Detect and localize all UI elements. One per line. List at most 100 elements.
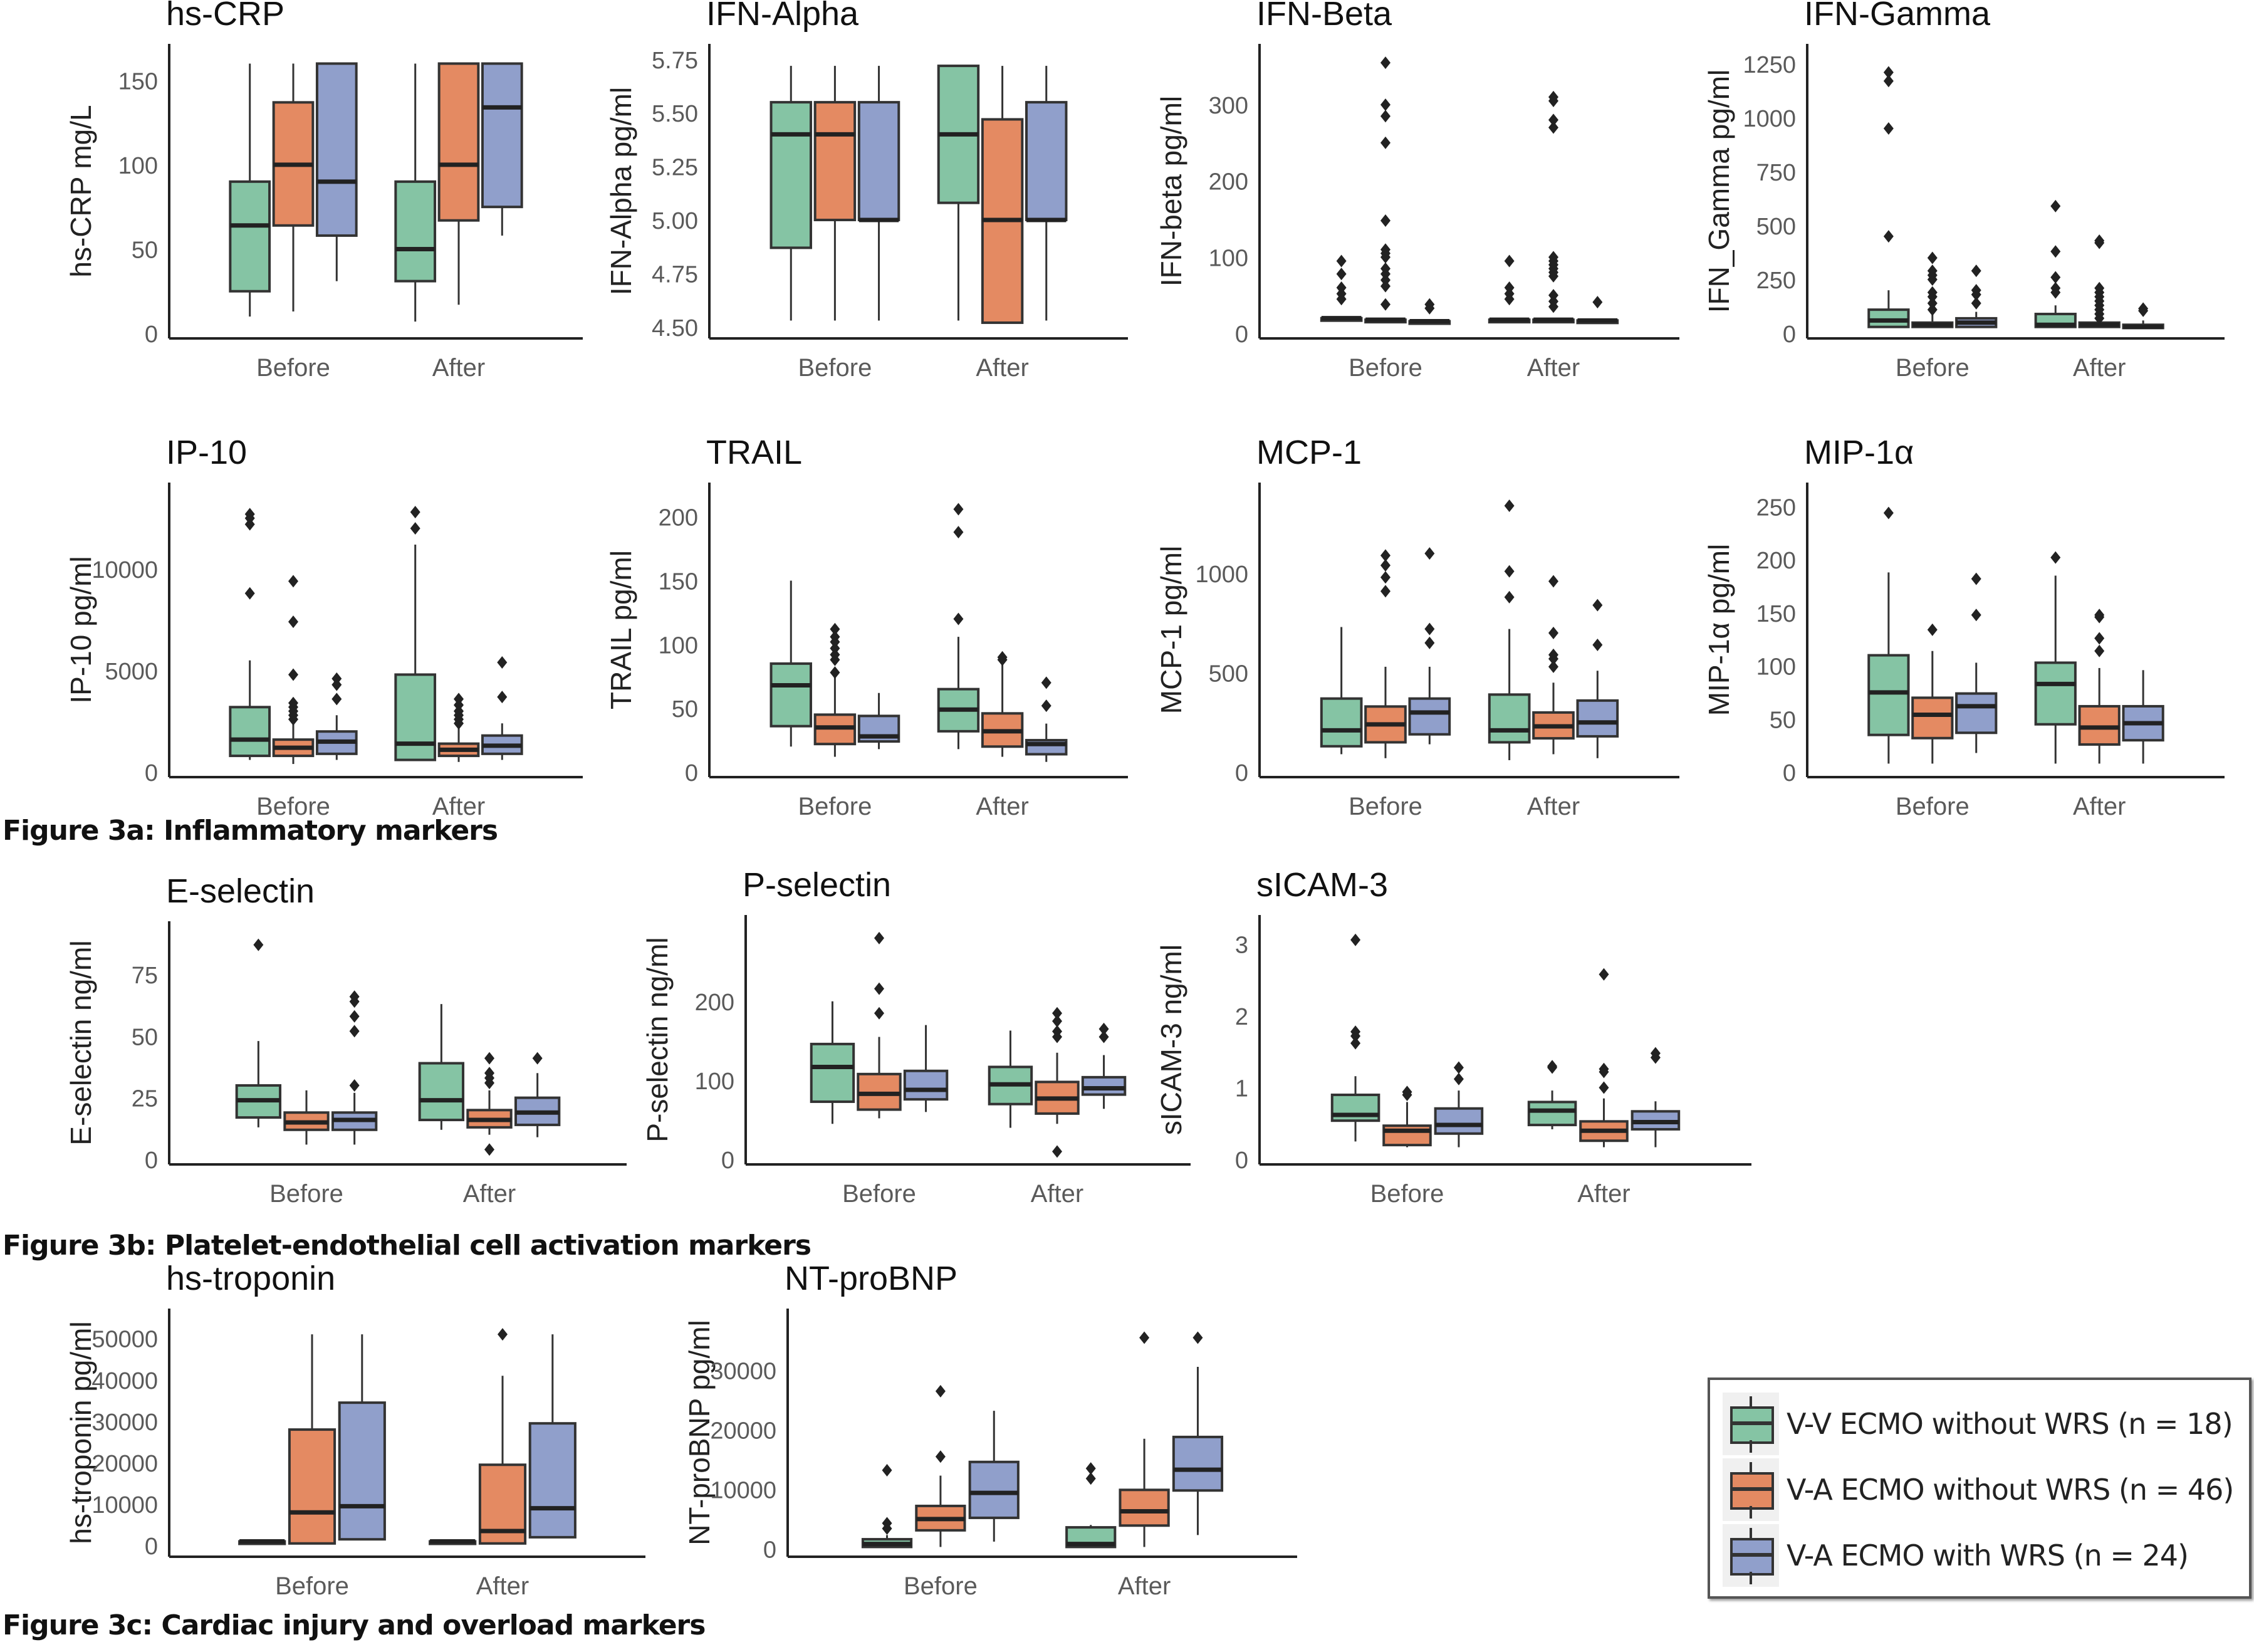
y-tick-label: 300 bbox=[1209, 93, 1248, 119]
outlier-point bbox=[874, 931, 884, 944]
iqr-box bbox=[437, 62, 480, 222]
box-va-no-wrs-after bbox=[1532, 575, 1575, 755]
box-va-no-wrs-after bbox=[981, 66, 1024, 324]
x-tick-label: Before bbox=[798, 793, 872, 820]
outlier-point bbox=[1971, 284, 1981, 297]
outlier-point bbox=[1085, 1472, 1096, 1485]
legend-label: V-V ECMO without WRS (n = 18) bbox=[1787, 1407, 2233, 1441]
outlier-point bbox=[1548, 660, 1558, 673]
y-tick-label: 0 bbox=[763, 1537, 776, 1563]
outlier-point bbox=[1548, 113, 1558, 127]
y-tick-label: 0 bbox=[145, 1534, 158, 1560]
outlier-point bbox=[2050, 271, 2061, 284]
y-tick-label: 1 bbox=[1235, 1076, 1248, 1102]
legend-swatch-va-no-wrs bbox=[1723, 1458, 1779, 1521]
y-tick-label: 25 bbox=[132, 1086, 158, 1112]
outlier-point bbox=[1380, 549, 1390, 562]
outlier-point bbox=[1650, 1047, 1661, 1060]
y-tick-label: 40000 bbox=[91, 1368, 158, 1394]
x-tick-label: After bbox=[2073, 354, 2126, 382]
outlier-point bbox=[1927, 623, 1938, 636]
x-tick-label: Before bbox=[798, 354, 872, 382]
legend: V-V ECMO without WRS (n = 18) V-A ECMO w… bbox=[1708, 1378, 2251, 1599]
y-tick-label: 100 bbox=[1209, 245, 1248, 271]
outlier-point bbox=[1380, 559, 1390, 572]
panel-trail: TRAIL TRAIL pg/ml 0 50 100 150 200 Before After bbox=[605, 434, 1128, 820]
outlier-point bbox=[1883, 506, 1894, 520]
box-va-no-wrs-before bbox=[288, 1334, 337, 1545]
box-va-wrs-after bbox=[2122, 302, 2164, 330]
box-va-wrs-after bbox=[481, 62, 523, 236]
legend-swatch-vv-no-wrs bbox=[1723, 1393, 1779, 1455]
y-axis-label: hs-CRP mg/L bbox=[65, 105, 97, 277]
box-vv-no-wrs-before bbox=[1867, 66, 1910, 328]
y-tick-label: 500 bbox=[1209, 661, 1248, 687]
outlier-point bbox=[1548, 121, 1558, 134]
x-tick-label: Before bbox=[1349, 354, 1422, 382]
outlier-point bbox=[1971, 264, 1981, 278]
box-va-no-wrs-before bbox=[857, 931, 902, 1119]
y-axis-label: IFN-beta pg/ml bbox=[1155, 96, 1187, 286]
box-va-no-wrs-before bbox=[813, 622, 857, 757]
outlier-point bbox=[1504, 254, 1515, 268]
box-va-wrs-before bbox=[1434, 1061, 1484, 1148]
panel-title: IFN-Alpha bbox=[706, 0, 859, 33]
x-tick-label: After bbox=[1031, 1180, 1083, 1208]
panel-ifn-beta: IFN-Beta IFN-beta pg/ml 0 100 200 300 Before Af… bbox=[1155, 0, 1679, 382]
y-tick-label: 100 bbox=[659, 632, 698, 659]
panel-title: hs-CRP bbox=[166, 0, 284, 33]
outlier-point bbox=[1971, 296, 1981, 310]
outlier-point bbox=[1052, 1015, 1062, 1028]
outlier-point bbox=[1548, 648, 1558, 661]
panel-nt-probnp: NT-proBNP NT-proBNP pg/ml 0 10000 20000 30000… bbox=[683, 1260, 1297, 1600]
box-vv-no-wrs-after bbox=[429, 1539, 477, 1545]
y-tick-label: 50 bbox=[672, 696, 698, 723]
outlier-point bbox=[1453, 1072, 1464, 1085]
outlier-point bbox=[1041, 699, 1051, 713]
iqr-box bbox=[1867, 654, 1910, 736]
outlier-point bbox=[2094, 234, 2105, 247]
y-axis-label: sICAM-3 ng/ml bbox=[1155, 944, 1187, 1135]
y-tick-label: 100 bbox=[695, 1069, 734, 1095]
box-va-wrs-before bbox=[1955, 572, 1998, 753]
iqr-box bbox=[1911, 696, 1954, 740]
outlier-point bbox=[2050, 551, 2061, 564]
x-tick-label: After bbox=[1577, 1180, 1630, 1208]
box-va-wrs-before bbox=[1408, 547, 1451, 745]
iqr-box bbox=[481, 62, 523, 209]
box-vv-no-wrs-after bbox=[394, 63, 437, 322]
outlier-point bbox=[882, 1517, 892, 1530]
outlier-point bbox=[1350, 1037, 1361, 1050]
y-axis-label: MCP-1 pg/ml bbox=[1155, 546, 1187, 714]
box-va-no-wrs-after bbox=[478, 1328, 527, 1545]
y-tick-label: 250 bbox=[1756, 494, 1796, 521]
iqr-box bbox=[1527, 1100, 1577, 1127]
y-tick-label: 20000 bbox=[710, 1418, 776, 1445]
panel-title: MIP-1α bbox=[1804, 434, 1914, 471]
outlier-point bbox=[1380, 298, 1390, 311]
x-tick-label: Before bbox=[1349, 793, 1422, 820]
outlier-point bbox=[1927, 264, 1938, 278]
outlier-point bbox=[953, 526, 964, 539]
box-va-wrs-before bbox=[1408, 298, 1451, 325]
iqr-box bbox=[528, 1422, 577, 1539]
panel-ifn-alpha: IFN-Alpha IFN-Alpha pg/ml 4.50 4.75 5.00 5.25… bbox=[605, 0, 1128, 382]
box-va-no-wrs-after bbox=[1119, 1331, 1170, 1547]
y-axis-label: IP-10 pg/ml bbox=[65, 556, 97, 703]
box-vv-no-wrs-before bbox=[861, 1464, 913, 1549]
y-tick-label: 50 bbox=[1770, 707, 1796, 733]
outlier-point bbox=[1052, 1025, 1062, 1038]
panel-hs-crp: hs-CRP hs-CRP mg/L 0 50 100 150 Before After bbox=[65, 0, 583, 382]
iqr-box bbox=[2034, 661, 2077, 726]
iqr-box bbox=[229, 180, 271, 293]
outlier-point bbox=[1504, 281, 1515, 295]
y-tick-label: 0 bbox=[145, 760, 158, 787]
y-tick-label: 0 bbox=[1235, 322, 1248, 348]
outlier-point bbox=[1380, 243, 1390, 256]
box-va-no-wrs-before bbox=[1382, 1085, 1432, 1148]
panel-p-selectin: P-selectin P-selectin ng/ml 0 100 200 Before A… bbox=[641, 866, 1191, 1208]
box-vv-no-wrs-after bbox=[2034, 199, 2077, 328]
box-va-wrs-after bbox=[481, 656, 523, 760]
outlier-point bbox=[2094, 644, 2105, 657]
outlier-point bbox=[2138, 302, 2149, 315]
